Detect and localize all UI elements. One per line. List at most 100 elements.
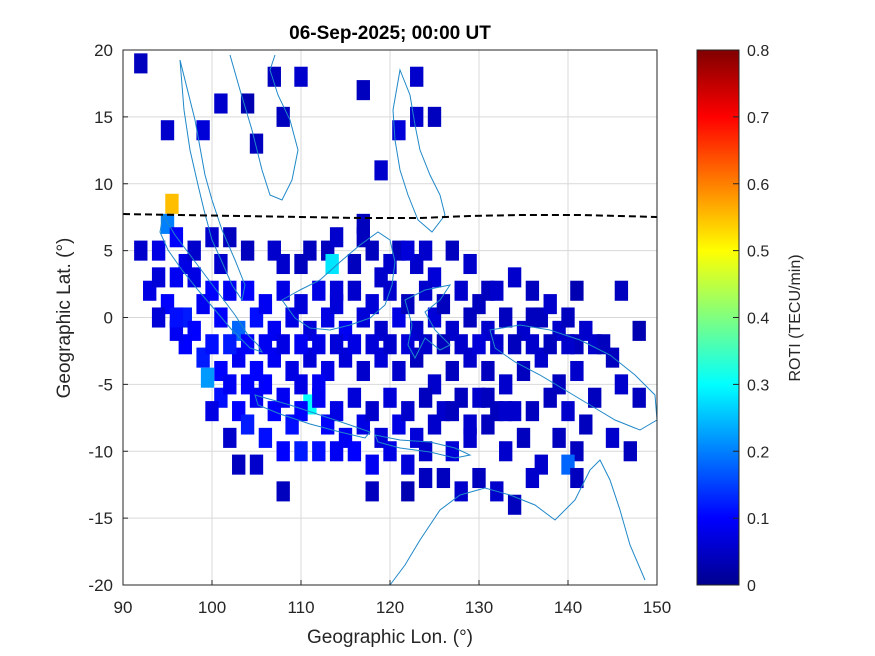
roti-cell [312,334,326,355]
y-tick-label: 20 [94,41,113,60]
roti-cell [294,441,308,462]
roti-cell [499,401,513,422]
roti-cell [294,294,308,315]
roti-cell [276,106,290,127]
roti-cell [258,427,273,448]
y-tick-label: -5 [98,375,113,394]
roti-cell [200,367,215,388]
roti-cell [507,494,522,515]
roti-cell [525,467,540,489]
colorbar-tick-label: 0.7 [747,110,769,127]
coastline-sulawesi [404,284,452,360]
colorbar-tick-label: 0.5 [747,244,769,261]
roti-cell [347,280,362,301]
roti-cell [329,401,344,422]
x-axis-label: Geographic Lon. (°) [307,627,473,648]
roti-cell [312,441,326,462]
magnetic-equator-line [122,213,658,219]
roti-cell [401,454,415,475]
roti-cell [240,240,255,261]
roti-cell [561,307,575,328]
roti-cell [401,294,415,315]
roti-cell [418,334,433,355]
coastline-sumatra [159,213,264,353]
roti-cell [499,374,513,395]
roti-cell [276,441,290,462]
roti-cell [490,280,504,301]
coastline-australia [389,459,646,586]
roti-cells [134,53,646,515]
roti-cell [525,401,540,422]
roti-cell [169,267,184,288]
roti-cell [240,414,255,435]
roti-cell [258,294,273,315]
roti-cell [329,280,344,301]
roti-cell [463,414,477,435]
plot-area [122,49,658,586]
roti-cell [249,454,264,475]
roti-cell [325,253,339,275]
roti-cell [543,387,557,408]
roti-cell [240,280,255,301]
x-tick-label: 140 [554,598,582,617]
colorbar-tick-label: 0.4 [747,311,769,328]
roti-cell [525,334,540,355]
y-tick-label: -10 [88,442,113,461]
roti-cell [294,66,308,87]
roti-cell [401,240,415,261]
roti-cell [525,307,540,328]
roti-cell [151,240,166,261]
roti-cell [490,334,504,355]
colorbar-tick-labels: 0 0.1 0.2 0.3 0.4 0.5 0.6 0.7 0.8 [733,43,769,595]
roti-cell [543,294,557,315]
roti-cell [347,441,362,462]
roti-cell [205,401,219,422]
roti-cell [436,467,451,489]
roti-cell [294,401,308,422]
y-tick-label: 5 [104,242,113,261]
roti-cell [329,334,344,355]
x-tick-label: 150 [643,598,671,617]
roti-cell [276,334,290,355]
roti-cell [276,387,290,408]
coastline-borneo [281,231,396,331]
roti-cell [525,280,540,301]
roti-cell [507,267,522,288]
x-tick-label: 100 [198,598,226,617]
roti-cell [374,160,388,181]
colorbar-tick-label: 0 [747,578,756,595]
roti-cell [276,481,290,502]
roti-cell [365,294,379,315]
roti-cell [294,253,308,275]
roti-cell [596,334,611,355]
roti-cell [151,267,166,288]
roti-cell [579,414,593,435]
roti-cell [383,334,397,355]
roti-cell [294,334,308,355]
roti-cell [561,401,575,422]
roti-cell [312,280,326,301]
roti-cell [543,334,557,355]
roti-cell [347,253,362,275]
roti-cell [347,387,362,408]
roti-cell [632,387,646,408]
roti-cell [151,307,166,328]
roti-cell [205,334,219,355]
roti-cell [356,360,370,382]
colorbar-label: ROTI (TECU/min) [787,254,804,381]
colorbar: 0 0.1 0.2 0.3 0.4 0.5 0.6 0.7 0.8 ROTI (TECU/min… [696,43,804,595]
roti-cell [383,387,397,408]
roti-cell [187,240,201,261]
roti-cell [160,120,175,141]
roti-cell [499,441,513,462]
roti-cell [570,467,584,489]
roti-cell [223,427,237,448]
roti-cell [392,360,406,382]
roti-cell [427,106,442,127]
coastline-philippines [392,68,446,233]
roti-cell [614,374,629,395]
roti-cell [356,80,370,101]
roti-cell [418,240,433,261]
roti-cell [499,307,513,328]
